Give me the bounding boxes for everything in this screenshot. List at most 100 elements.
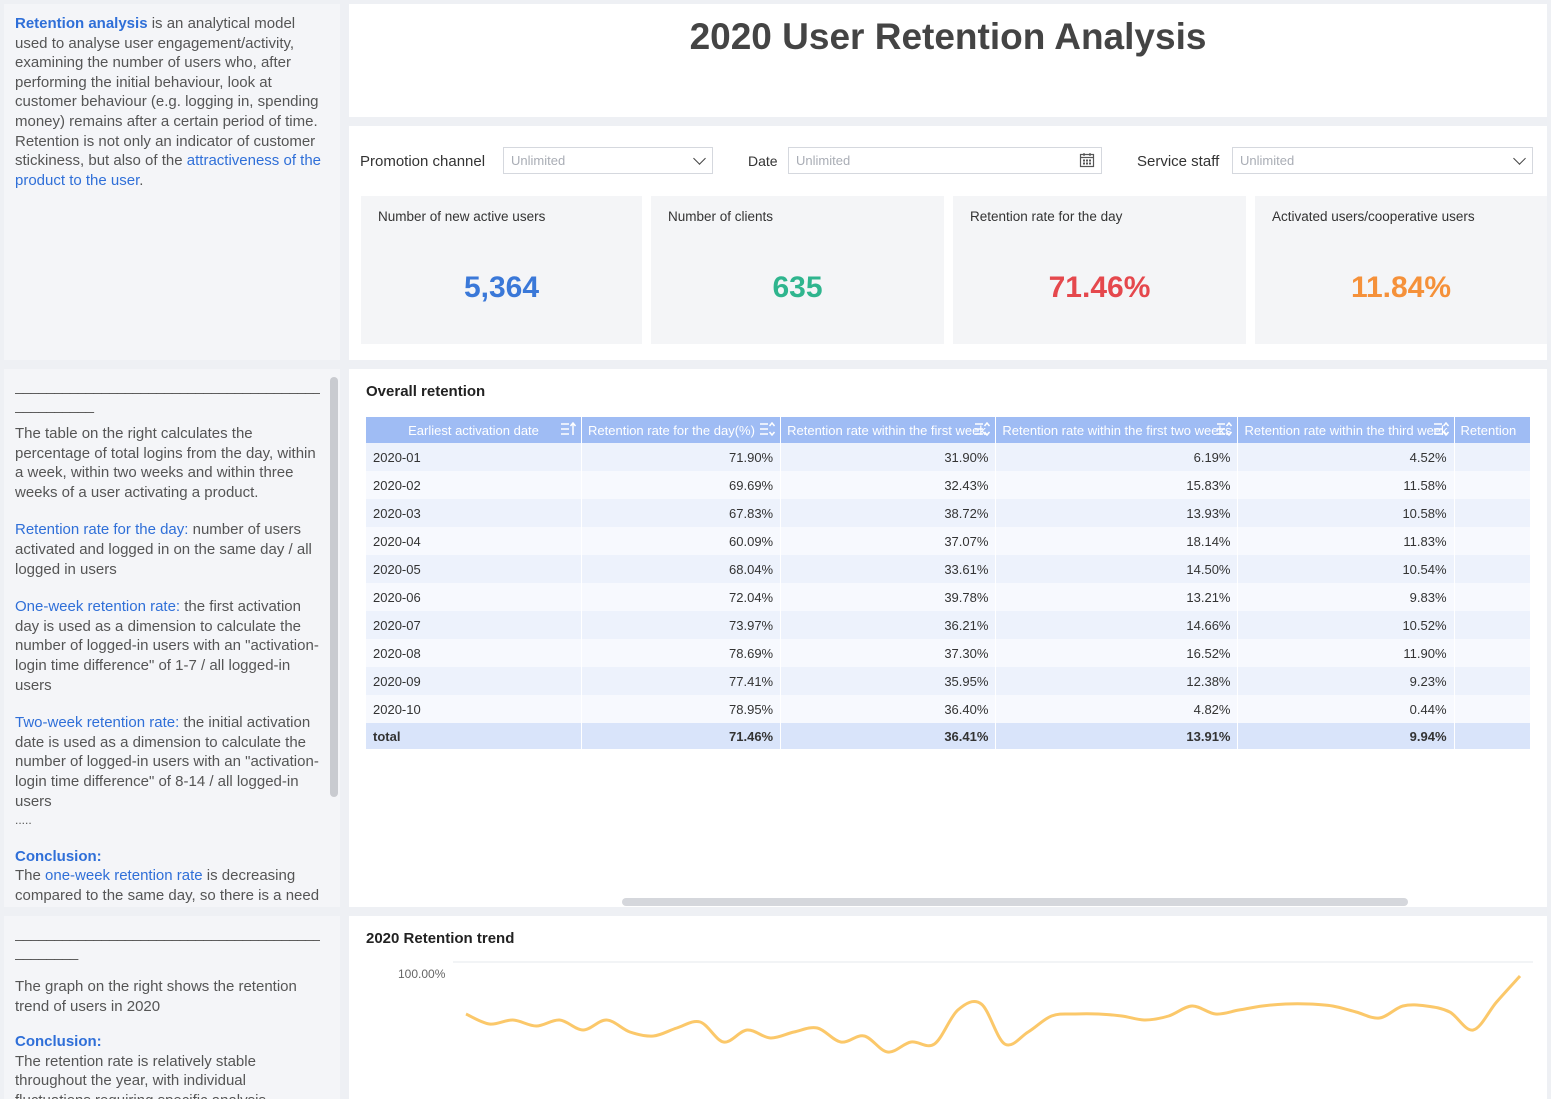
table-cell-value: 11.58% [1237,471,1455,499]
table-cell-value: 36.21% [780,611,997,639]
table-row: 2020-05 68.04% 33.61% 14.50% 10.54% [366,555,1531,583]
divider-short: __________ [15,397,94,414]
divider: ________________________________________… [15,378,320,395]
staff-select[interactable]: Unlimited [1232,147,1533,174]
intro-text-2: Retention is not only an indicator of cu… [15,132,316,170]
table-row: 2020-09 77.41% 35.95% 12.38% 9.23% [366,667,1531,695]
twoweek-rate-text: the initial activation date is used as a… [15,714,319,810]
intro-link: attractiveness of the product to the use… [15,152,322,189]
table-cell-value [1454,527,1531,555]
sort-icon[interactable] [1433,422,1449,436]
table-row: 2020-07 73.97% 36.21% 14.66% 10.52% [366,611,1531,639]
table-row: 2020-03 67.83% 38.72% 13.93% 10.58% [366,499,1531,527]
table-row: 2020-02 69.69% 32.43% 15.83% 11.58% [366,471,1531,499]
column-header[interactable]: Retention rate for the day(%) [581,417,782,443]
table-cell-value: 37.07% [780,527,997,555]
table-cell-value: 10.58% [1237,499,1455,527]
table-cell-value: 12.38% [995,667,1239,695]
column-header[interactable]: Retention rate within the first week [780,417,997,443]
day-rate-text: number of users activated and logged in … [15,521,312,578]
table-cell-value [1454,471,1531,499]
conclusion-link: one-week retention rate [45,867,203,885]
date-label: Date [748,153,778,169]
trend-conclusion-text: The retention rate is relatively stable … [15,1052,270,1099]
chevron-down-icon [693,152,706,165]
table-cell-value: 37.30% [780,639,997,667]
table-cell-value: 13.91% [995,723,1239,749]
table-cell-value: 4.82% [995,695,1239,723]
table-cell-value [1454,667,1531,695]
table-cell-value: 6.19% [995,443,1239,471]
calendar-icon[interactable] [1079,152,1095,168]
table-cell-value: 39.78% [780,583,997,611]
column-header[interactable]: Earliest activation date [366,417,583,443]
channel-select[interactable]: Unlimited [503,147,713,174]
y-axis-top-label: 100.00% [398,967,446,981]
conclusion-pre: The [15,867,46,885]
table-cell-value: 18.14% [995,527,1239,555]
conclusion-rest: is decreasing compared to the same day, … [15,867,320,907]
intro-text-end: . [139,171,144,189]
trend-notes-intro: The graph on the right shows the retenti… [15,978,297,1015]
filter-panel: Promotion channel Unlimited Date Unlimit… [349,126,1547,360]
date-picker[interactable]: Unlimited [788,147,1102,174]
column-header[interactable]: Retention rate within the third week [1237,417,1455,443]
chevron-down-icon [1513,152,1526,165]
table-cell-value: 11.90% [1237,639,1455,667]
trend-title: 2020 Retention trend [366,930,515,947]
table-cell-value: 11.83% [1237,527,1455,555]
table-cell-value: 33.61% [780,555,997,583]
table-cell-value: 32.43% [780,471,997,499]
table-cell-value: 15.83% [995,471,1239,499]
retention-table: Earliest activation date Retention rate … [366,417,1531,749]
kpi-value: 71.46% [1048,271,1151,304]
horizontal-scrollbar[interactable] [622,898,1408,906]
week-rate-text: the first activation day is used as a di… [15,598,319,694]
table-cell-value: 78.95% [581,695,782,723]
sort-icon[interactable] [1216,422,1233,436]
table-row: 2020-06 72.04% 39.78% 13.21% 9.83% [366,583,1531,611]
table-cell-value [1454,723,1531,749]
conclusion-label: Conclusion: [15,847,102,865]
column-header[interactable]: Retention [1454,417,1531,443]
table-cell-date: 2020-05 [366,555,583,583]
sort-icon[interactable] [974,422,991,436]
table-cell-date: 2020-09 [366,667,583,695]
kpi-label: Retention rate for the day [970,209,1123,224]
table-row: 2020-04 60.09% 37.07% 18.14% 11.83% [366,527,1531,555]
table-cell-date: 2020-10 [366,695,583,723]
table-cell-value: 78.69% [581,639,782,667]
trend-conclusion-label: Conclusion: [15,1033,102,1051]
column-header[interactable]: Retention rate within the first two week… [995,417,1239,443]
kpi-new-active-users: Number of new active users 5,364 [361,196,642,344]
column-header-label: Retention [1460,422,1517,438]
kpi-label: Activated users/cooperative users [1272,209,1475,224]
trend-notes-panel: ________________________________________… [4,916,340,1099]
table-header-row: Earliest activation date Retention rate … [366,417,1531,443]
kpi-activated-ratio: Activated users/cooperative users 11.84% [1255,196,1547,344]
table-cell-value: 36.40% [780,695,997,723]
table-row: 2020-10 78.95% 36.40% 4.82% 0.44% [366,695,1531,723]
table-cell-value: 60.09% [581,527,782,555]
table-cell-value: 77.41% [581,667,782,695]
table-panel: Overall retention Earliest activation da… [349,369,1547,907]
table-cell-value: 31.90% [780,443,997,471]
table-cell-date: 2020-02 [366,471,583,499]
table-body: 2020-01 71.90% 31.90% 6.19% 4.52% 2020-02 69.6… [366,443,1531,749]
table-cell-value: 35.95% [780,667,997,695]
sort-icon[interactable] [560,422,577,436]
kpi-value: 11.84% [1350,271,1452,304]
week-rate-definition: One-week retention rate: the first activ… [15,597,320,695]
table-cell-value: 69.69% [581,471,782,499]
table-cell-value: 71.46% [581,723,782,749]
table-cell-value: 13.93% [995,499,1239,527]
table-cell-value: 0.44% [1237,695,1455,723]
table-cell-date: total [366,723,583,749]
table-cell-value: 68.04% [581,555,782,583]
title-panel: 2020 User Retention Analysis [349,4,1547,117]
trend-chart [453,961,1533,1054]
intro-text-1: is an analytical model used to analyse u… [15,15,319,130]
table-cell-date: 2020-03 [366,499,583,527]
sort-icon[interactable] [759,422,776,436]
notes-scrollbar[interactable] [330,377,338,797]
